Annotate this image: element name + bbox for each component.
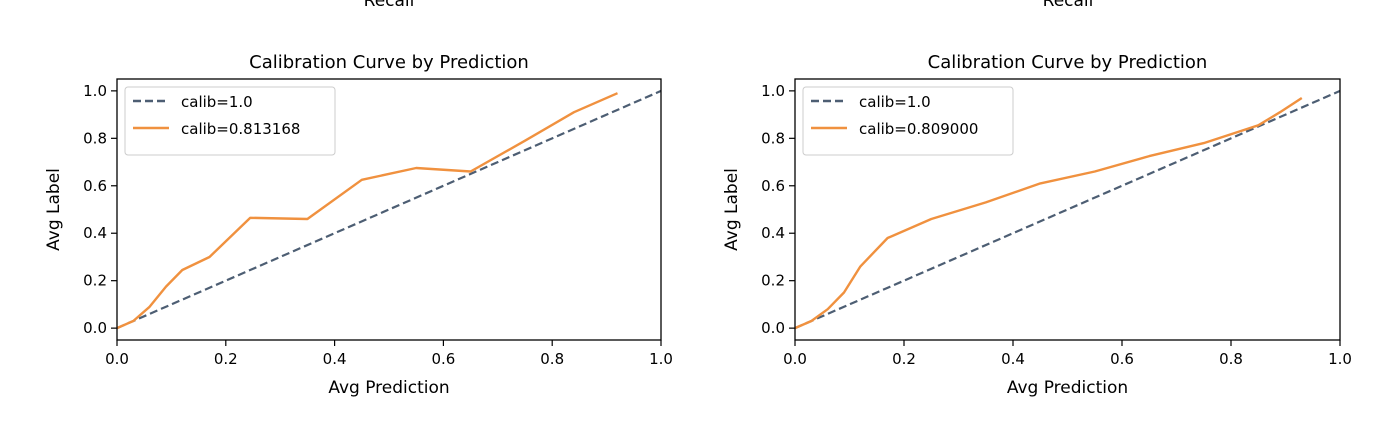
legend-label: calib=1.0: [859, 93, 931, 111]
legend-label: calib=0.809000: [859, 120, 978, 138]
calibration-chart-right: Calibration Curve by Prediction 0.0 0.2 0.4…: [722, 52, 1352, 398]
y-tick-label: 0.6: [83, 177, 107, 195]
x-tick-label: 0.0: [783, 350, 807, 368]
y-axis-label: Avg Label: [722, 168, 742, 251]
series-line-calibration: [116, 92, 618, 330]
y-tick-label: 0.2: [761, 272, 785, 290]
x-tick-label: 0.6: [431, 350, 455, 368]
x-tick-label: 1.0: [1328, 350, 1352, 368]
y-tick-label: 1.0: [761, 82, 785, 100]
calibration-chart-left: Calibration Curve by Prediction 0.0 0.2 0.4…: [44, 52, 673, 398]
legend-label: calib=1.0: [181, 93, 253, 111]
y-tick-label: 0.6: [761, 177, 785, 195]
series-line-ideal: [794, 89, 1341, 330]
axes-frame: [116, 78, 662, 341]
legend: calib=1.0 calib=0.809000: [802, 86, 1014, 156]
series-line-calibration: [794, 96, 1303, 330]
chart-title: Calibration Curve by Prediction: [928, 52, 1208, 73]
legend-label: calib=0.813168: [181, 120, 300, 138]
y-tick-label: 0.8: [83, 129, 107, 147]
y-tick-label: 0.0: [83, 319, 107, 337]
legend: calib=1.0 calib=0.813168: [124, 86, 336, 156]
cut-off-title-left: Recall: [364, 0, 415, 11]
y-tick-label: 0.8: [761, 129, 785, 147]
cut-off-title-right: Recall: [1043, 0, 1094, 11]
x-axis-label: Avg Prediction: [1007, 378, 1128, 398]
x-tick-label: 0.2: [892, 350, 916, 368]
y-tick-label: 0.4: [83, 224, 107, 242]
x-tick-label: 0.0: [105, 350, 129, 368]
x-axis-label: Avg Prediction: [328, 378, 449, 398]
y-tick-label: 0.4: [761, 224, 785, 242]
axes-frame: [794, 78, 1341, 341]
x-tick-label: 0.8: [1219, 350, 1243, 368]
x-tick-label: 0.8: [540, 350, 564, 368]
y-tick-label: 0.0: [761, 319, 785, 337]
x-tick-label: 0.4: [1001, 350, 1025, 368]
series-line-ideal: [116, 89, 662, 330]
x-tick-label: 1.0: [649, 350, 673, 368]
x-tick-label: 0.6: [1110, 350, 1134, 368]
legend-box: [802, 86, 1014, 156]
x-tick-label: 0.4: [323, 350, 347, 368]
x-tick-label: 0.2: [214, 350, 238, 368]
legend-box: [124, 86, 336, 156]
chart-title: Calibration Curve by Prediction: [249, 52, 529, 73]
y-tick-label: 1.0: [83, 82, 107, 100]
y-axis-label: Avg Label: [44, 168, 64, 251]
y-tick-label: 0.2: [83, 272, 107, 290]
